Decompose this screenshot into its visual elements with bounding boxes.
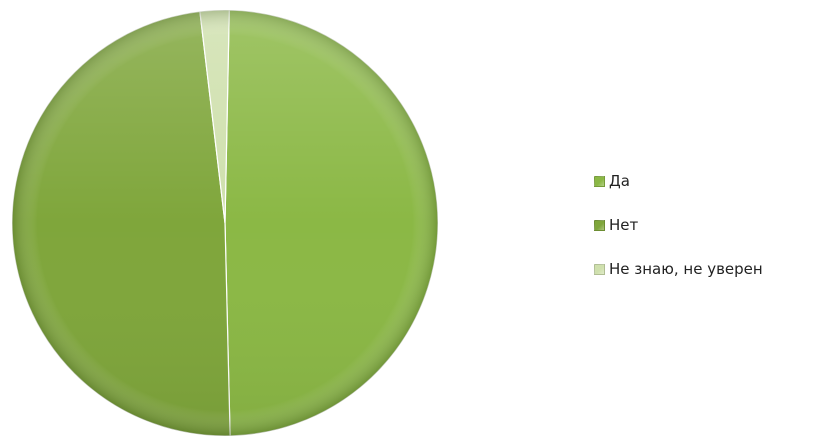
legend-label-net: Нет — [609, 216, 639, 234]
legend-swatch-net — [594, 219, 605, 231]
chart-legend: Да Нет Не знаю, не уверен — [594, 170, 834, 302]
legend-label-ne-znayu: Не знаю, не уверен — [609, 260, 763, 278]
legend-item-ne-znayu: Не знаю, не уверен — [594, 258, 834, 280]
legend-item-net: Нет — [594, 214, 834, 236]
legend-item-da: Да — [594, 170, 834, 192]
legend-swatch-ne-znayu — [594, 263, 605, 275]
pie-gloss — [12, 10, 438, 436]
legend-label-da: Да — [609, 172, 630, 190]
legend-swatch-da — [594, 175, 605, 187]
